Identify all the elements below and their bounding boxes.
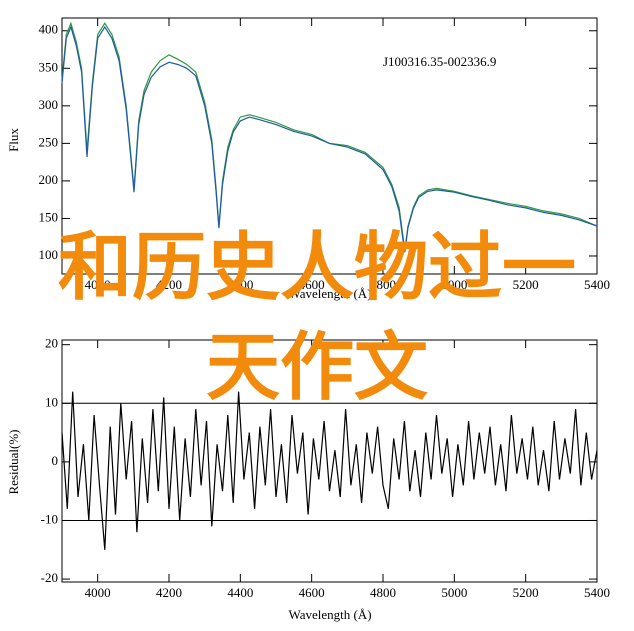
x-tick-label: 5400 xyxy=(584,585,610,600)
x-tick-label: 4000 xyxy=(85,277,111,292)
x-tick-label: 4600 xyxy=(299,585,325,600)
y-tick-label: 350 xyxy=(39,59,59,74)
y-tick-label: 10 xyxy=(45,394,58,409)
annotation: J100316.35-002336.9 xyxy=(383,54,496,69)
x-tick-label: 5000 xyxy=(441,585,467,600)
x-tick-label: 4600 xyxy=(299,277,325,292)
y-tick-label: -20 xyxy=(41,570,58,585)
x-axis-title: Wavelength (Å) xyxy=(288,286,371,301)
watermark-text: 和历史人物过一 xyxy=(58,225,576,311)
x-tick-label: 5400 xyxy=(584,277,610,292)
x-tick-label: 4200 xyxy=(156,585,182,600)
x-tick-label: 5200 xyxy=(513,585,539,600)
series-line xyxy=(61,21,598,251)
y-tick-label: 150 xyxy=(39,209,59,224)
plot-frame xyxy=(61,339,598,583)
x-tick-label: 4800 xyxy=(370,585,396,600)
y-tick-label: 250 xyxy=(39,134,59,149)
x-tick-label: 5000 xyxy=(441,277,467,292)
x-tick-label: 4400 xyxy=(227,585,253,600)
x-tick-label: 4200 xyxy=(156,277,182,292)
y-tick-label: 0 xyxy=(52,453,59,468)
y-axis-title: Residual(%) xyxy=(6,430,21,495)
series-line xyxy=(61,391,598,550)
x-tick-label: 4000 xyxy=(85,585,111,600)
y-tick-label: 20 xyxy=(45,336,58,351)
y-tick-label: 400 xyxy=(39,22,59,37)
series-line xyxy=(61,25,598,253)
y-tick-label: 200 xyxy=(39,172,59,187)
x-tick-label: 4400 xyxy=(227,277,253,292)
x-axis-title: Wavelength (Å) xyxy=(288,607,371,622)
x-tick-label: 4800 xyxy=(370,277,396,292)
y-tick-label: 300 xyxy=(39,97,59,112)
watermark-text: 天作文 xyxy=(206,325,428,411)
y-axis-title: Flux xyxy=(6,128,21,152)
plot-frame xyxy=(61,17,598,275)
y-tick-label: 100 xyxy=(39,247,59,262)
y-tick-label: -10 xyxy=(41,511,58,526)
x-tick-label: 5200 xyxy=(513,277,539,292)
